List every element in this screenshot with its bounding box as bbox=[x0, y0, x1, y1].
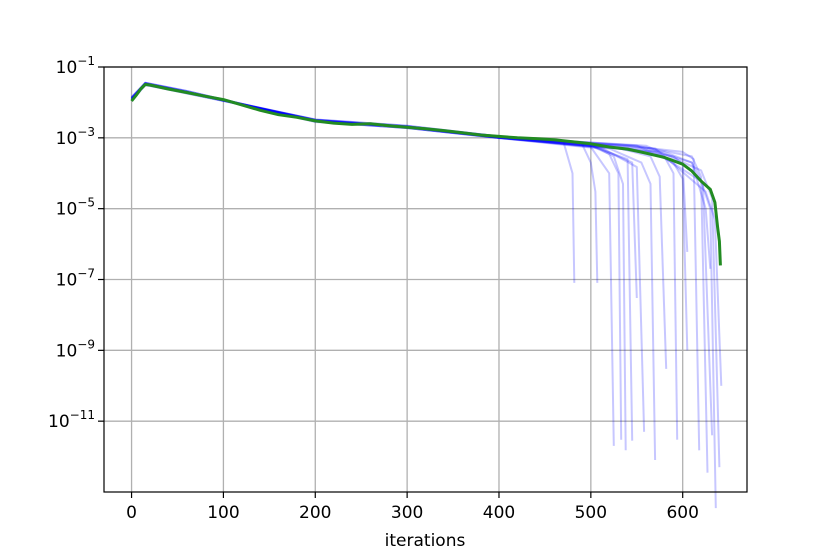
y-tick-label: 10−5 bbox=[56, 196, 95, 220]
x-tick-label: 100 bbox=[207, 503, 239, 523]
x-tick-label: 300 bbox=[391, 503, 423, 523]
y-tick-base: 10 bbox=[56, 341, 78, 361]
y-tick-label: 10−7 bbox=[56, 267, 95, 291]
y-tick-exponent: −1 bbox=[77, 54, 95, 68]
plot-lines bbox=[130, 81, 723, 509]
y-tick-exponent: −5 bbox=[77, 196, 95, 210]
x-tick-label: 0 bbox=[126, 503, 137, 523]
y-tick-base: 10 bbox=[56, 129, 78, 149]
y-tick-base: 10 bbox=[56, 271, 78, 291]
y-tick-base: 10 bbox=[48, 412, 70, 432]
y-tick-base: 10 bbox=[56, 200, 78, 220]
x-axis: 0 100 200 300 400 500 600 bbox=[126, 492, 699, 523]
x-axis-label: iterations bbox=[385, 531, 466, 551]
y-tick-exponent: −7 bbox=[77, 267, 95, 281]
x-tick-label: 500 bbox=[575, 503, 607, 523]
x-tick-label: 600 bbox=[666, 503, 698, 523]
x-tick-label: 200 bbox=[299, 503, 331, 523]
y-axis: 10−110−310−510−710−910−11 bbox=[48, 54, 104, 432]
y-tick-label: 10−1 bbox=[56, 54, 95, 78]
y-tick-exponent: −11 bbox=[70, 408, 95, 422]
mean-series-line bbox=[130, 83, 722, 266]
y-tick-exponent: −3 bbox=[77, 125, 95, 139]
y-tick-label: 10−3 bbox=[56, 125, 95, 149]
y-tick-label: 10−11 bbox=[48, 408, 95, 432]
y-tick-exponent: −9 bbox=[77, 337, 95, 351]
y-tick-base: 10 bbox=[56, 58, 78, 78]
y-tick-label: 10−9 bbox=[56, 337, 95, 361]
x-tick-label: 400 bbox=[483, 503, 515, 523]
